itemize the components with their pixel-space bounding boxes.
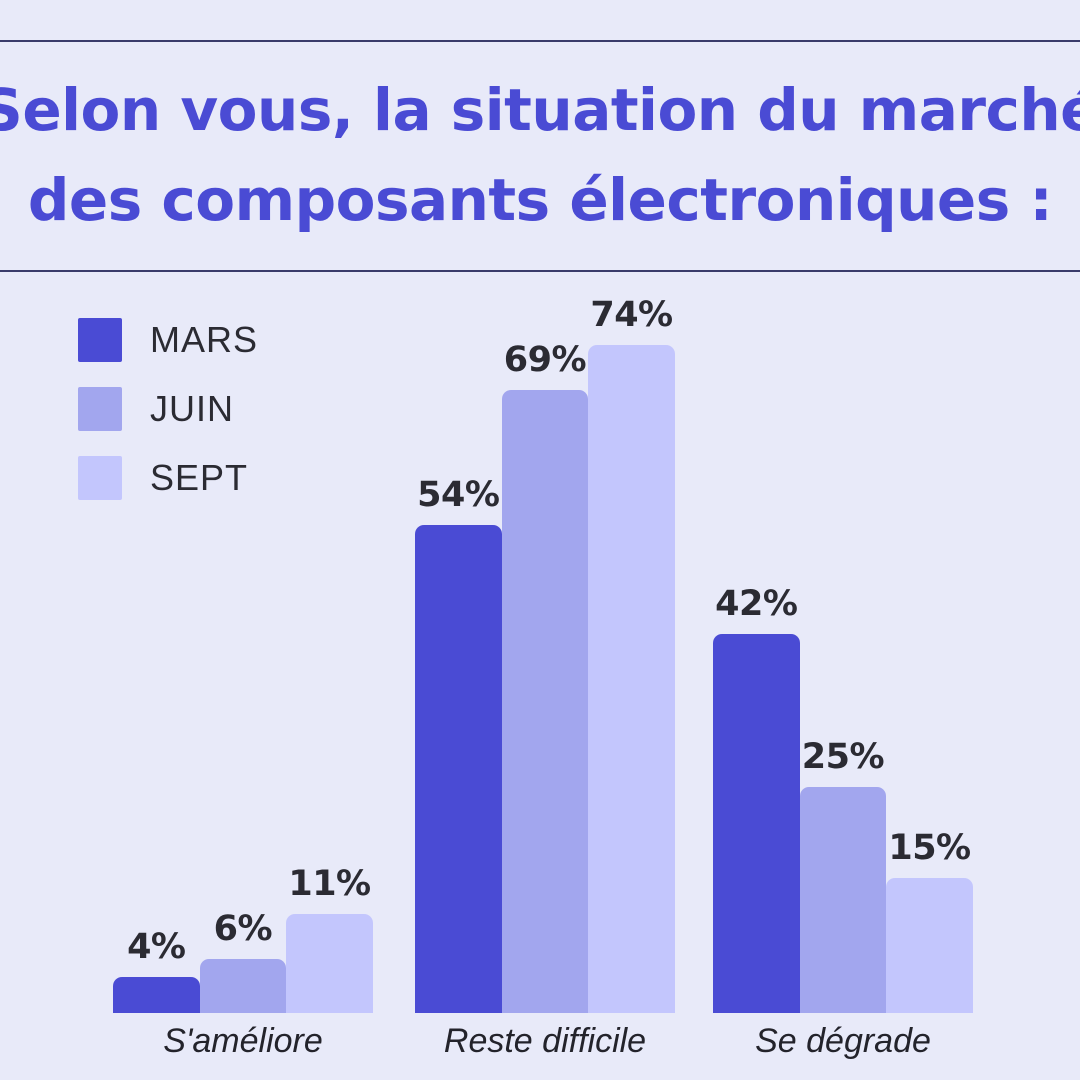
bar-group-se-degrade: 42% 25% 15% [713, 273, 973, 1013]
bar-se-degrade-sept[interactable]: 15% [886, 273, 973, 1013]
bar-rect-reste-difficile-sept [588, 344, 675, 1013]
axis-label-sameliore: S'améliore [163, 1022, 323, 1060]
bar-rect-sameliore-sept [286, 913, 373, 1013]
bar-rect-reste-difficile-mars [415, 525, 502, 1013]
bar-value-se-degrade-sept: 15% [888, 827, 971, 868]
legend-swatch-sept [78, 456, 122, 500]
bar-se-degrade-mars[interactable]: 42% [713, 273, 800, 1013]
axis-label-se-degrade: Se dégrade [755, 1022, 931, 1060]
bar-se-degrade-juin[interactable]: 25% [799, 273, 887, 1013]
legend-item-sept[interactable]: SEPT [78, 456, 258, 500]
bar-reste-difficile-sept[interactable]: 74% [588, 273, 675, 1013]
title-band: Selon vous, la situation du marché des c… [0, 40, 1080, 272]
bar-rect-reste-difficile-juin [501, 389, 589, 1013]
bar-value-reste-difficile-mars: 54% [417, 475, 500, 516]
axis-label-reste-difficile: Reste difficile [443, 1022, 647, 1060]
bar-value-sameliore-mars: 4% [127, 926, 186, 967]
bar-group-reste-difficile: 54% 69% 74% [415, 273, 675, 1013]
bar-rect-se-degrade-mars [713, 633, 800, 1013]
legend-item-mars[interactable]: MARS [78, 318, 258, 362]
legend-item-juin[interactable]: JUIN [78, 387, 258, 431]
legend-swatch-juin [78, 387, 122, 431]
page-title: Selon vous, la situation du marché des c… [0, 66, 1080, 246]
chart-legend: MARS JUIN SEPT [78, 318, 258, 500]
bar-rect-sameliore-juin [199, 958, 287, 1013]
bar-value-se-degrade-juin: 25% [801, 737, 885, 778]
bar-value-reste-difficile-sept: 74% [590, 294, 673, 335]
bar-rect-se-degrade-sept [886, 877, 973, 1013]
page-title-line-1: Selon vous, la situation du marché [0, 76, 1080, 145]
page-title-line-2: des composants électroniques : [27, 166, 1053, 234]
bar-rect-sameliore-mars [113, 976, 200, 1013]
bar-reste-difficile-juin[interactable]: 69% [501, 273, 589, 1013]
bar-value-se-degrade-mars: 42% [715, 583, 798, 624]
chart-baseline [110, 1013, 978, 1015]
bar-value-sameliore-sept: 11% [288, 863, 371, 904]
legend-swatch-mars [78, 318, 122, 362]
bar-rect-se-degrade-juin [799, 787, 887, 1013]
bar-value-sameliore-juin: 6% [213, 908, 273, 949]
legend-label-juin: JUIN [150, 388, 234, 429]
legend-label-mars: MARS [150, 319, 259, 360]
bar-value-reste-difficile-juin: 69% [503, 339, 587, 380]
bar-sameliore-sept[interactable]: 11% [286, 273, 373, 1013]
legend-label-sept: SEPT [150, 457, 249, 498]
bar-reste-difficile-mars[interactable]: 54% [415, 273, 502, 1013]
